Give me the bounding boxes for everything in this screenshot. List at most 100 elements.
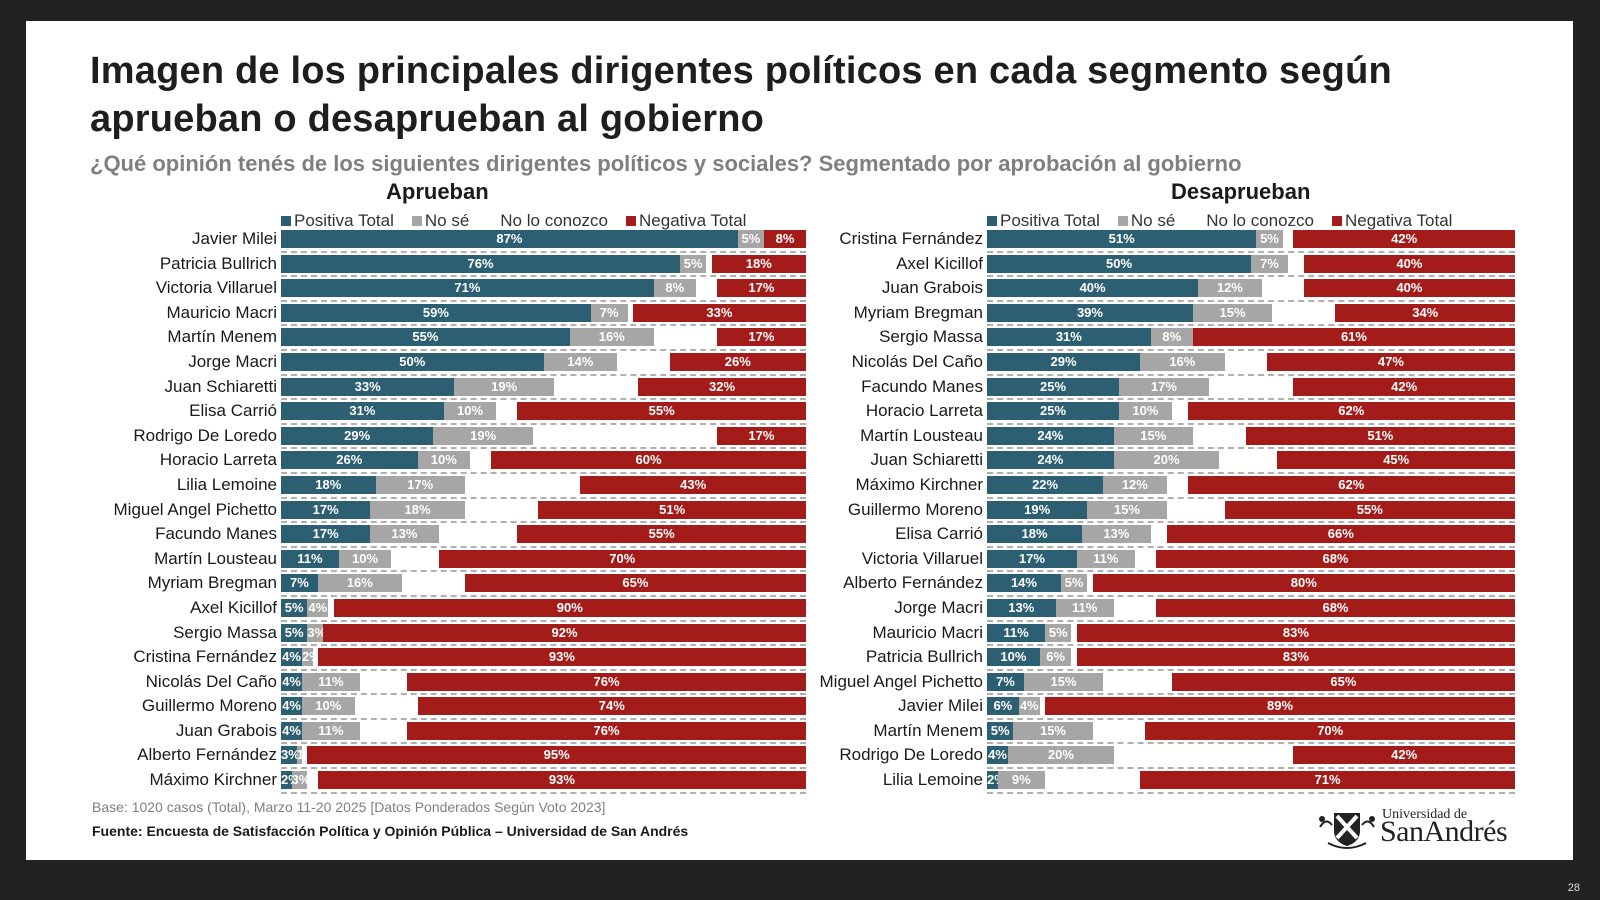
bar-stack: 18% 17% 43% bbox=[281, 475, 806, 494]
bar-pos: 4% bbox=[281, 648, 302, 667]
row-separator bbox=[281, 742, 806, 745]
chart-row: Facundo Manes 17% 13% 55% bbox=[56, 523, 806, 548]
bar-nose: 6% bbox=[1039, 648, 1072, 667]
bar-pos: 6% bbox=[987, 697, 1019, 716]
chart-row: Juan Grabois 4% 11% 76% bbox=[56, 720, 806, 745]
page-number: 28 bbox=[1567, 882, 1580, 894]
row-separator bbox=[987, 570, 1515, 573]
category-label: Juan Schiaretti bbox=[164, 376, 277, 396]
chart-row: Elisa Carrió 31% 10% 55% bbox=[56, 400, 806, 425]
bar-nose: 15% bbox=[1087, 500, 1167, 519]
category-label: Martín Lousteau bbox=[860, 425, 983, 445]
row-separator bbox=[281, 693, 806, 696]
category-label: Cristina Fernández bbox=[133, 647, 277, 667]
row-separator bbox=[281, 644, 806, 647]
chart-row: Lilia Lemoine 18% 17% 43% bbox=[56, 474, 806, 499]
bar-nose: 20% bbox=[1008, 746, 1114, 765]
bar-neg: 70% bbox=[438, 549, 806, 568]
chart-row: Elisa Carrió 18% 13% 66% bbox=[791, 523, 1515, 548]
bar-nlc bbox=[1087, 574, 1093, 593]
bar-stack: 7% 15% 65% bbox=[987, 672, 1515, 691]
chart-row: Horacio Larreta 26% 10% 60% bbox=[56, 449, 806, 474]
bar-nlc bbox=[533, 426, 717, 445]
row-separator bbox=[281, 275, 806, 278]
bar-pos: 10% bbox=[987, 648, 1040, 667]
bar-stack: 22% 12% 62% bbox=[987, 475, 1515, 494]
bar-pos: 2% bbox=[987, 771, 1006, 790]
bar-nose: 16% bbox=[1140, 352, 1225, 371]
bar-nose: 5% bbox=[1060, 574, 1088, 593]
bar-nlc bbox=[359, 672, 407, 691]
bar-stack: 55% 16% 17% bbox=[281, 328, 806, 347]
bar-stack: 50% 7% 40% bbox=[987, 254, 1515, 273]
bar-neg: 62% bbox=[1187, 402, 1515, 421]
bar-neg: 40% bbox=[1303, 254, 1515, 273]
bar-pos: 31% bbox=[281, 402, 444, 421]
category-label: Martín Menem bbox=[873, 720, 983, 740]
chart-row: Nicolás Del Caño 4% 11% 76% bbox=[56, 671, 806, 696]
bar-pos: 59% bbox=[281, 303, 591, 322]
university-crest-icon bbox=[1319, 813, 1375, 849]
bar-neg: 47% bbox=[1266, 352, 1515, 371]
bar-neg: 34% bbox=[1335, 303, 1515, 322]
bar-nlc bbox=[391, 549, 439, 568]
bar-nlc bbox=[1045, 771, 1141, 790]
legend-item-neg: Negativa Total bbox=[626, 212, 746, 230]
bar-pos: 7% bbox=[281, 574, 318, 593]
bar-nlc bbox=[470, 451, 491, 470]
bar-pos: 5% bbox=[281, 598, 308, 617]
bar-nose: 11% bbox=[302, 672, 360, 691]
chart-row: Sergio Massa 31% 8% 61% bbox=[791, 326, 1515, 351]
chart-title: Aprueban bbox=[386, 179, 489, 204]
bar-nose: 19% bbox=[433, 426, 533, 445]
bar-nose: 11% bbox=[302, 721, 360, 740]
bar-pos: 17% bbox=[281, 500, 371, 519]
category-label: Axel Kicillof bbox=[896, 253, 983, 273]
row-separator bbox=[281, 373, 806, 376]
category-label: Guillermo Moreno bbox=[141, 696, 277, 716]
row-separator bbox=[987, 742, 1515, 745]
chart-row: Axel Kicillof 5% 4% 90% bbox=[56, 597, 806, 622]
legend-swatch bbox=[1332, 216, 1343, 226]
bar-pos: 11% bbox=[987, 623, 1046, 642]
row-separator bbox=[281, 521, 806, 524]
row-separator bbox=[987, 619, 1515, 622]
bar-pos: 31% bbox=[987, 328, 1151, 347]
legend-label: No lo conozco bbox=[1206, 211, 1315, 230]
bar-stack: 31% 10% 55% bbox=[281, 402, 806, 421]
bar-nlc bbox=[464, 500, 539, 519]
bar-nose: 13% bbox=[370, 525, 439, 544]
bar-neg: 17% bbox=[716, 328, 806, 347]
bar-pos: 39% bbox=[987, 303, 1193, 322]
category-label: Javier Milei bbox=[897, 696, 983, 716]
bar-nose: 7% bbox=[1251, 254, 1288, 273]
category-label: Victoria Villaruel bbox=[861, 548, 983, 568]
legend-label: Negativa Total bbox=[1345, 211, 1453, 230]
bar-nlc bbox=[1071, 623, 1077, 642]
bar-pos: 29% bbox=[987, 352, 1141, 371]
bar-stack: 71% 8% 17% bbox=[281, 279, 806, 298]
bar-nose: 10% bbox=[1119, 402, 1172, 421]
legend-item-nlc: No lo conozco bbox=[1193, 212, 1314, 230]
category-label: Horacio Larreta bbox=[865, 401, 983, 421]
row-separator bbox=[987, 717, 1515, 720]
bar-neg: 80% bbox=[1092, 574, 1515, 593]
row-separator bbox=[987, 791, 1515, 794]
category-label: Javier Milei bbox=[191, 229, 277, 248]
category-label: Juan Schiaretti bbox=[870, 450, 983, 470]
bar-pos: 55% bbox=[281, 328, 570, 347]
row-separator bbox=[987, 373, 1515, 376]
bar-stack: 24% 15% 51% bbox=[987, 426, 1515, 445]
category-label: Facundo Manes bbox=[155, 524, 277, 544]
bar-nose: 13% bbox=[1082, 525, 1151, 544]
bar-nlc bbox=[1113, 746, 1294, 765]
category-label: Elisa Carrió bbox=[189, 401, 277, 421]
bar-nose: 5% bbox=[1256, 230, 1283, 248]
row-separator bbox=[987, 767, 1515, 770]
chart-row: Mauricio Macri 11% 5% 83% bbox=[791, 622, 1515, 647]
category-label: Miguel Angel Pichetto bbox=[819, 671, 984, 691]
bar-nose: 9% bbox=[997, 771, 1046, 790]
bar-neg: 74% bbox=[417, 697, 806, 716]
legend-swatch bbox=[1117, 216, 1128, 226]
bar-pos: 76% bbox=[281, 254, 680, 273]
